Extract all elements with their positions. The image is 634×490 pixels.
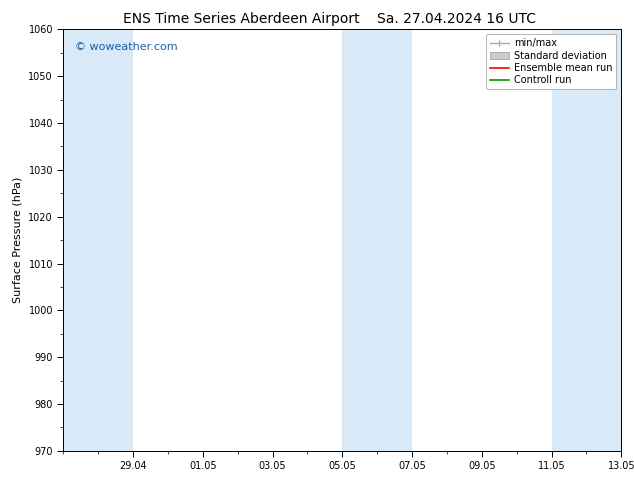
Y-axis label: Surface Pressure (hPa): Surface Pressure (hPa) — [13, 177, 23, 303]
Bar — [552, 29, 621, 451]
Text: Sa. 27.04.2024 16 UTC: Sa. 27.04.2024 16 UTC — [377, 12, 536, 26]
Bar — [342, 29, 412, 451]
Legend: min/max, Standard deviation, Ensemble mean run, Controll run: min/max, Standard deviation, Ensemble me… — [486, 34, 616, 89]
Bar — [63, 29, 133, 451]
Text: © woweather.com: © woweather.com — [75, 42, 177, 52]
Text: ENS Time Series Aberdeen Airport: ENS Time Series Aberdeen Airport — [122, 12, 359, 26]
